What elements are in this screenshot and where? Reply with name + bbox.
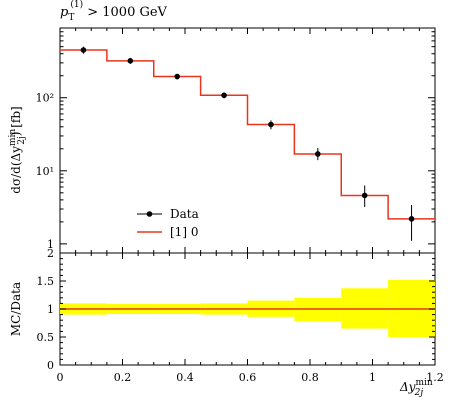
chart-title: pT(1) > 1000 GeV (60, 0, 168, 23)
x-tick-label-1.2: 1.2 (426, 371, 444, 384)
data-point (408, 216, 415, 222)
ratio-tick-label-0: 0 (47, 359, 54, 372)
upper-panel-frame (59, 27, 436, 254)
data-point (268, 121, 274, 128)
y-axis-label: dσ/d(Δymin2j) [fb] (8, 106, 27, 193)
x-tick-label-0.6: 0.6 (239, 371, 257, 384)
legend-data-marker (146, 211, 153, 217)
ratio-tick-label-1.5: 1.5 (37, 275, 55, 288)
x-tick-label-0.4: 0.4 (176, 371, 194, 384)
data-point (127, 58, 134, 64)
x-tick-label-0.2: 0.2 (114, 371, 132, 384)
x-tick-label-1: 1 (369, 371, 376, 384)
axis-ticks (59, 27, 436, 366)
x-tick-label-0.8: 0.8 (301, 371, 319, 384)
ratio-tick-label-1: 1 (47, 303, 54, 316)
legend: Data [1] 0 (137, 207, 199, 239)
y-tick-label-10: 10¹ (36, 165, 54, 178)
x-tick-label-0: 0 (57, 371, 64, 384)
data-point (315, 151, 321, 157)
data-point (361, 192, 368, 199)
ratio-tick-label-2: 2 (47, 247, 54, 260)
data-point (174, 73, 180, 80)
mc-histogram-line (60, 49, 435, 220)
ratio-tick-label-0.5: 0.5 (37, 331, 55, 344)
x-axis-label: Δymin 2j (399, 378, 433, 398)
data-points (80, 46, 415, 241)
legend-label-mc: [1] 0 (170, 225, 198, 239)
legend-label-data: Data (170, 207, 199, 221)
y-tick-label-1: 1 (47, 238, 54, 251)
data-point (221, 92, 227, 99)
data-point (80, 47, 87, 53)
y-tick-label-100: 10² (36, 92, 54, 105)
ratio-axis-label: MC/Data (9, 282, 23, 336)
